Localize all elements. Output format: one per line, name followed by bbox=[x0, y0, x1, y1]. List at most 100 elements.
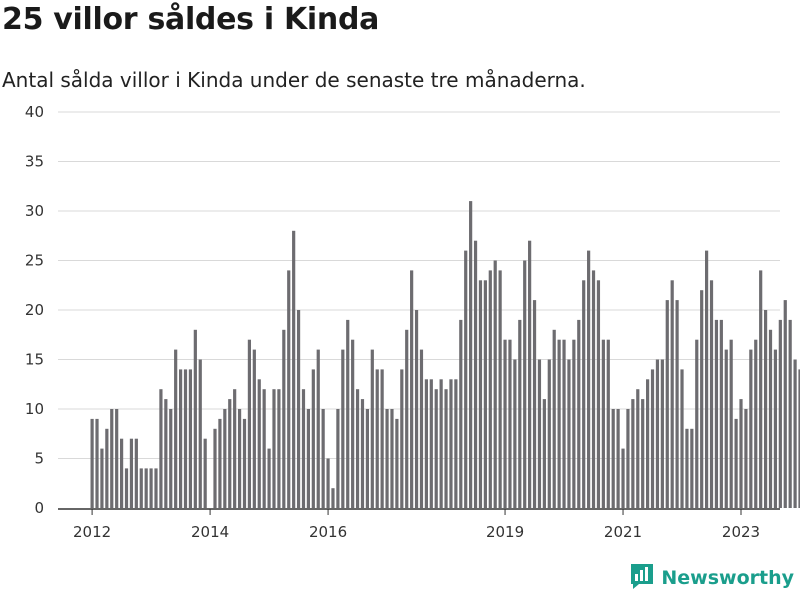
bar bbox=[336, 409, 340, 508]
bar bbox=[788, 319, 792, 508]
bar bbox=[267, 448, 271, 508]
bar bbox=[675, 300, 679, 508]
chart-title: 25 villor såldes i Kinda bbox=[2, 2, 380, 37]
bar bbox=[405, 329, 409, 508]
bar bbox=[395, 418, 399, 508]
bar bbox=[759, 270, 763, 508]
bar bbox=[665, 300, 669, 508]
bar bbox=[464, 250, 468, 508]
x-tick-label: 2019 bbox=[486, 523, 524, 541]
bar bbox=[228, 399, 232, 508]
bar bbox=[424, 379, 428, 508]
bar bbox=[685, 428, 689, 508]
bar bbox=[783, 300, 787, 508]
bar bbox=[287, 270, 291, 508]
bar bbox=[483, 280, 487, 508]
bar bbox=[498, 270, 502, 508]
bar bbox=[419, 349, 424, 508]
bar bbox=[124, 468, 129, 508]
bar bbox=[331, 488, 335, 508]
bar bbox=[169, 409, 173, 508]
y-tick-label: 5 bbox=[34, 450, 44, 468]
bar bbox=[734, 418, 738, 508]
bar bbox=[257, 379, 261, 508]
bar bbox=[508, 339, 512, 508]
chart-subtitle: Antal sålda villor i Kinda under de sena… bbox=[2, 68, 586, 92]
bar bbox=[375, 369, 379, 508]
gridlines bbox=[58, 111, 780, 459]
y-tick-label: 25 bbox=[25, 252, 44, 270]
bar bbox=[351, 339, 355, 508]
bar bbox=[247, 339, 252, 508]
bar bbox=[272, 389, 276, 508]
bar bbox=[282, 329, 286, 508]
bar bbox=[641, 399, 645, 508]
newsworthy-logo-icon bbox=[629, 562, 655, 594]
bar bbox=[434, 389, 438, 508]
bar bbox=[469, 201, 473, 508]
bar bbox=[611, 409, 615, 508]
brand-name: Newsworthy bbox=[661, 567, 794, 589]
bar bbox=[301, 389, 306, 508]
y-tick-label: 35 bbox=[25, 153, 44, 171]
bar bbox=[798, 369, 800, 508]
bar bbox=[242, 418, 247, 508]
bar bbox=[203, 438, 207, 508]
y-tick-label: 10 bbox=[25, 400, 44, 418]
y-tick-label: 40 bbox=[25, 103, 44, 121]
bar bbox=[193, 329, 197, 508]
y-tick-label: 30 bbox=[25, 202, 44, 220]
x-axis-ticks: 2012201420162019202120232025 bbox=[73, 509, 760, 541]
bar bbox=[370, 349, 374, 508]
x-tick-label: 2023 bbox=[722, 523, 760, 541]
bar bbox=[198, 359, 202, 508]
bar bbox=[631, 399, 635, 508]
bar bbox=[719, 319, 723, 508]
bar bbox=[360, 399, 365, 508]
bar bbox=[705, 250, 709, 508]
bar bbox=[587, 250, 591, 508]
bar bbox=[562, 339, 566, 508]
bar bbox=[159, 389, 163, 508]
bar bbox=[188, 369, 193, 508]
bar bbox=[547, 359, 551, 508]
bar bbox=[459, 319, 463, 508]
bar bbox=[262, 389, 266, 508]
bar bbox=[218, 418, 222, 508]
bar bbox=[537, 359, 542, 508]
bar bbox=[523, 260, 527, 508]
bar bbox=[90, 418, 94, 508]
y-tick-label: 0 bbox=[34, 499, 44, 517]
bar bbox=[567, 359, 571, 508]
bar bbox=[695, 339, 699, 508]
x-tick-label: 2014 bbox=[191, 523, 229, 541]
x-tick-label: 2012 bbox=[73, 523, 111, 541]
bar bbox=[528, 240, 532, 508]
bar bbox=[385, 409, 389, 508]
bar bbox=[110, 409, 114, 508]
bar bbox=[429, 379, 433, 508]
bar bbox=[237, 409, 242, 508]
bar bbox=[606, 339, 610, 508]
bar bbox=[321, 409, 325, 508]
bar bbox=[488, 270, 492, 508]
bar bbox=[139, 468, 143, 508]
bar bbox=[596, 280, 601, 508]
bar bbox=[296, 310, 301, 508]
bar bbox=[591, 270, 596, 508]
bar bbox=[709, 280, 714, 508]
bar bbox=[670, 280, 674, 508]
bar bbox=[621, 448, 625, 508]
bars bbox=[90, 201, 800, 509]
bar bbox=[390, 409, 394, 508]
bar bbox=[414, 310, 419, 508]
bar bbox=[513, 359, 517, 508]
newsworthy-brand[interactable]: Newsworthy bbox=[629, 562, 794, 594]
bar bbox=[724, 349, 728, 508]
bar bbox=[346, 319, 350, 508]
bar bbox=[120, 438, 124, 508]
bar bbox=[129, 438, 134, 508]
bar bbox=[149, 468, 153, 508]
bar bbox=[105, 428, 109, 508]
